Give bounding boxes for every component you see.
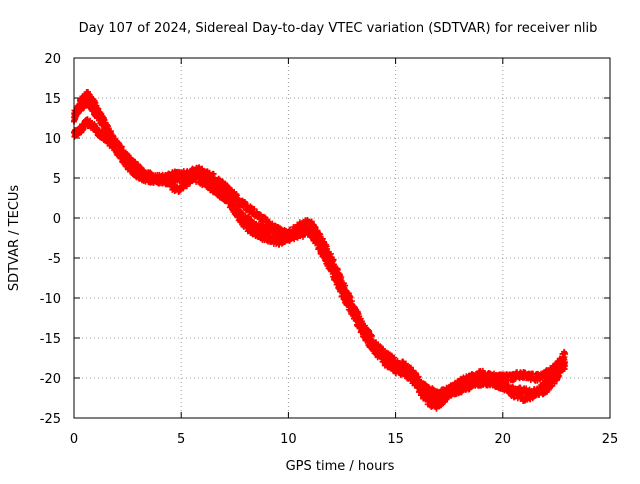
- y-tick-label: 20: [44, 52, 61, 67]
- y-axis-label: SDTVAR / TECUs: [7, 185, 22, 292]
- y-tick-label: 15: [44, 92, 61, 107]
- y-tick-label: -15: [40, 332, 61, 347]
- x-tick-label: 20: [495, 432, 512, 447]
- x-axis-label: GPS time / hours: [286, 459, 395, 474]
- y-tick-label: -10: [40, 292, 61, 307]
- data-point: [215, 175, 222, 182]
- data-point: [401, 362, 408, 369]
- data-points: [71, 88, 568, 412]
- y-tick-label: 5: [53, 172, 61, 187]
- y-tick-label: 10: [44, 132, 61, 147]
- data-point: [551, 380, 558, 387]
- y-tick-label: -20: [40, 372, 61, 387]
- y-tick-label: 0: [53, 212, 61, 227]
- chart-title: Day 107 of 2024, Sidereal Day-to-day VTE…: [79, 21, 598, 36]
- x-tick-label: 0: [70, 432, 78, 447]
- series-track-c: [71, 116, 568, 412]
- plot-frame: [73, 57, 611, 419]
- x-tick-label: 25: [602, 432, 619, 447]
- x-tick-label: 10: [280, 432, 297, 447]
- grid: [74, 58, 610, 418]
- x-tick-label: 15: [387, 432, 404, 447]
- data-point: [210, 170, 217, 177]
- y-tick-label: -25: [40, 412, 61, 427]
- x-tick-label: 5: [177, 432, 185, 447]
- data-point: [561, 351, 568, 357]
- y-tick-label: -5: [48, 252, 61, 267]
